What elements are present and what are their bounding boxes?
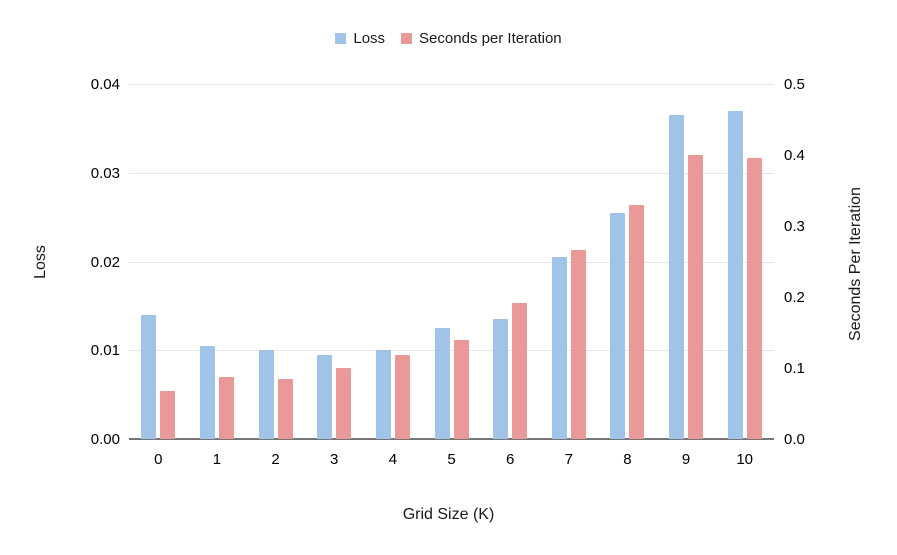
- bar-loss-0: [141, 315, 156, 439]
- bar-loss-5: [435, 328, 450, 439]
- left-axis-tick-label: 0.02: [90, 253, 120, 271]
- legend-item: Seconds per Iteration: [401, 30, 562, 47]
- bar-loss-1: [200, 346, 215, 439]
- bar-seconds-1: [219, 377, 234, 439]
- bar-seconds-10: [747, 158, 762, 439]
- right-axis-tick-label: 0.3: [784, 218, 805, 235]
- x-axis-title: Grid Size (K): [402, 506, 495, 523]
- x-axis-tick-label: 8: [623, 451, 632, 468]
- bar-seconds-2: [278, 379, 293, 439]
- x-axis-tick-label: 3: [330, 451, 339, 468]
- bar-seconds-5: [454, 340, 469, 439]
- legend-item: Loss: [335, 30, 385, 47]
- x-axis-line: [129, 438, 774, 440]
- right-axis-tick-label: 0.2: [784, 289, 805, 306]
- bar-loss-9: [669, 115, 684, 439]
- bar-seconds-0: [160, 391, 175, 439]
- plot-area: [129, 84, 774, 440]
- left-axis-tick-label: 0.04: [90, 76, 120, 93]
- bar-loss-3: [317, 355, 332, 439]
- legend-label: Seconds per Iteration: [419, 30, 562, 47]
- right-axis-tick-label: 0.5: [784, 76, 805, 93]
- gridline: [129, 84, 774, 85]
- legend-label: Loss: [353, 30, 386, 47]
- right-axis-title: Seconds Per Iteration: [847, 187, 864, 341]
- bar-seconds-9: [688, 155, 703, 439]
- left-axis-tick-label: 0.03: [90, 164, 120, 182]
- bar-seconds-8: [629, 205, 644, 439]
- left-axis-title: Loss: [32, 245, 49, 279]
- bar-loss-6: [493, 319, 508, 439]
- gridline: [129, 350, 774, 352]
- gridline: [129, 172, 774, 174]
- x-axis-tick-label: 2: [271, 451, 280, 468]
- x-axis-tick-label: 1: [212, 451, 222, 468]
- bar-loss-4: [376, 350, 391, 439]
- bar-loss-8: [610, 213, 625, 439]
- bar-seconds-6: [512, 303, 527, 439]
- bar-seconds-4: [395, 355, 410, 439]
- x-axis-tick-label: 6: [505, 451, 515, 468]
- right-axis-tick-label: 0.0: [784, 431, 805, 448]
- right-axis-tick-label: 0.1: [784, 360, 805, 377]
- x-axis-tick-label: 7: [564, 451, 573, 468]
- left-axis-tick-label: 0.01: [90, 342, 120, 360]
- bar-loss-10: [728, 111, 743, 439]
- x-axis-tick-label: 10: [736, 451, 754, 468]
- bar-seconds-7: [571, 250, 586, 439]
- bar-loss-7: [552, 257, 567, 439]
- x-axis-tick-label: 9: [681, 451, 691, 468]
- x-axis-tick-label: 5: [447, 451, 456, 468]
- left-axis-tick-label: 0.00: [90, 431, 120, 448]
- right-axis-tick-label: 0.4: [784, 147, 805, 164]
- legend-swatch-icon: [401, 33, 413, 44]
- legend-swatch-icon: [335, 33, 347, 44]
- bar-seconds-3: [336, 368, 351, 439]
- legend: Loss Seconds per Iteration: [0, 30, 897, 47]
- gridline: [129, 261, 774, 263]
- x-axis-tick-label: 4: [388, 451, 398, 468]
- bar-loss-2: [259, 350, 274, 439]
- x-axis-tick-label: 0: [154, 451, 163, 468]
